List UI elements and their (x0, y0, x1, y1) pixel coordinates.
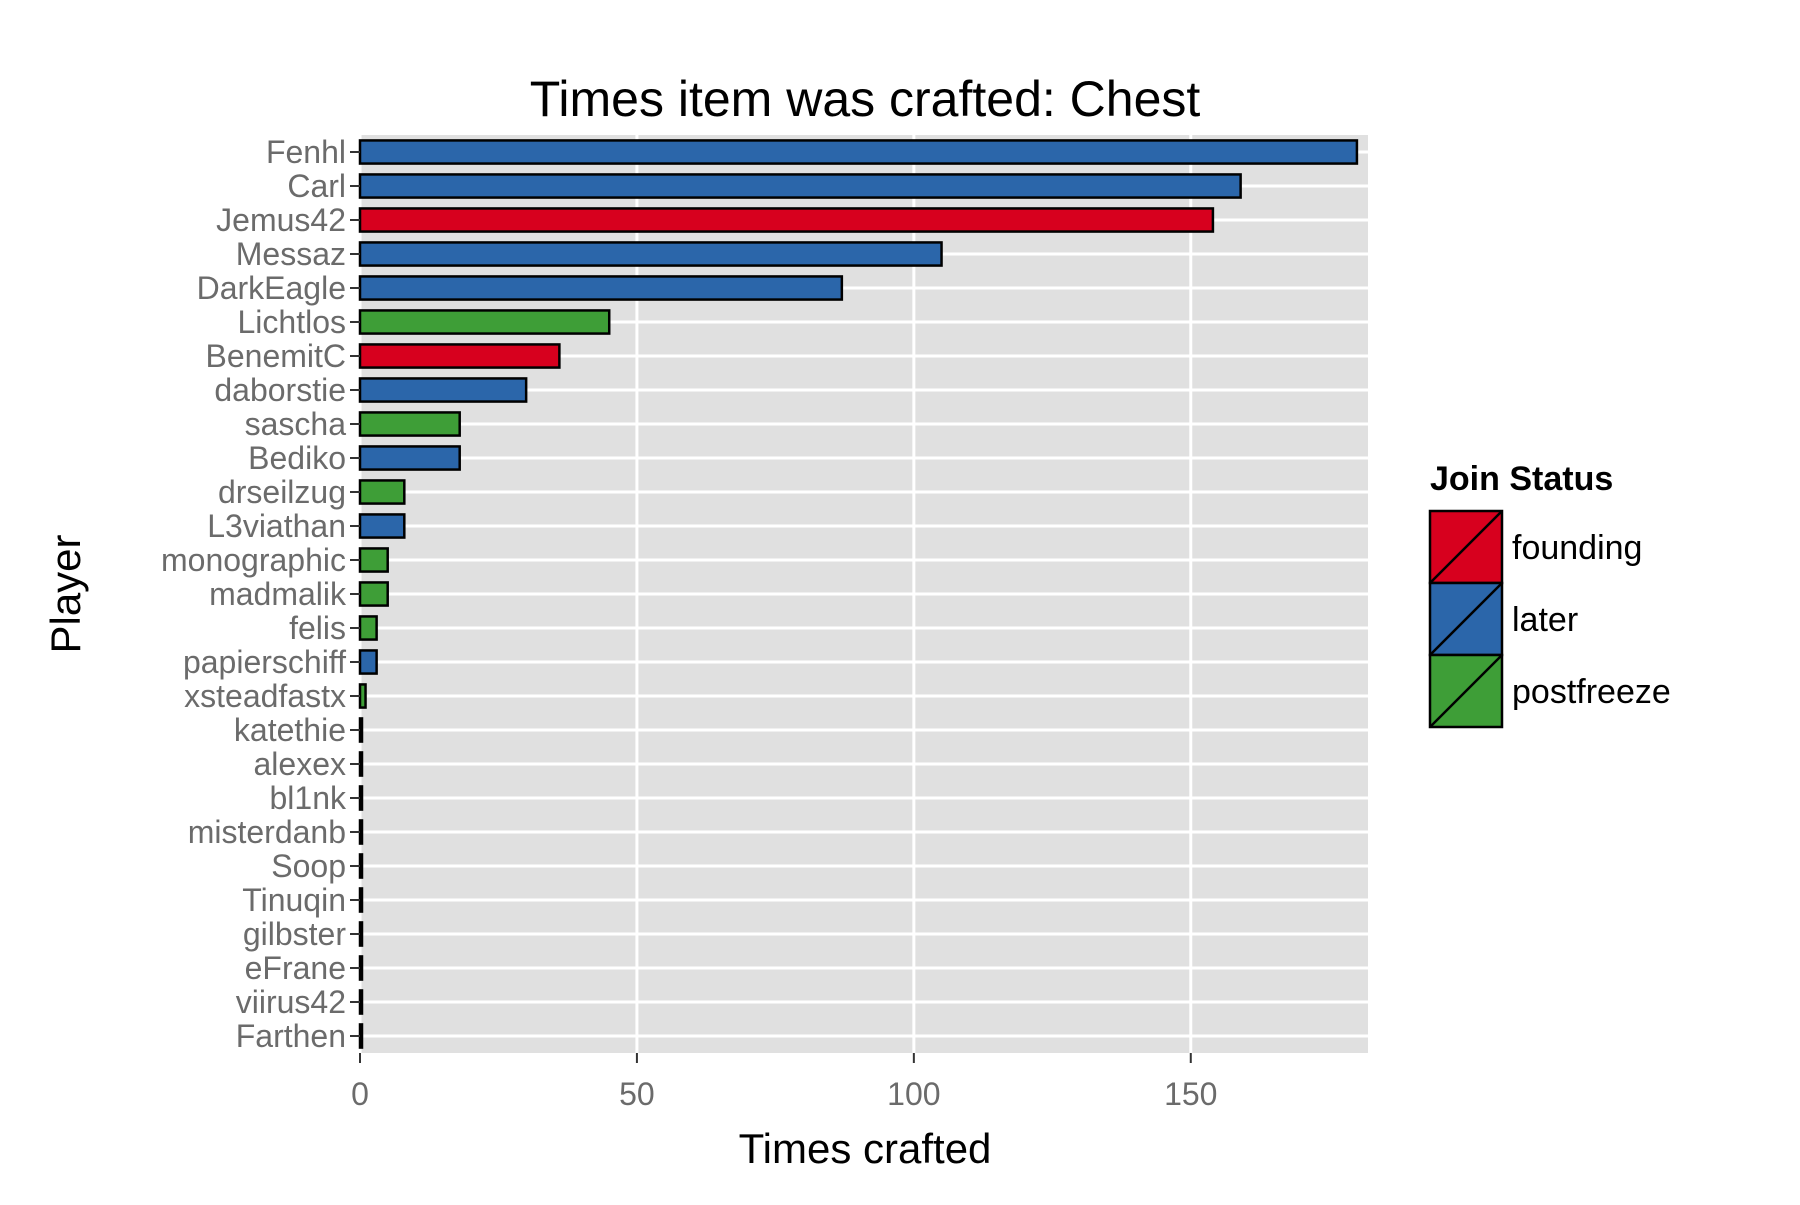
x-tick-label: 0 (351, 1076, 369, 1112)
y-tick-label: eFrane (245, 950, 346, 986)
bar (358, 921, 364, 947)
y-tick-label: monographic (161, 542, 346, 578)
y-tick-label: gilbster (243, 916, 347, 952)
x-tick-label: 100 (887, 1076, 940, 1112)
bar (358, 683, 367, 709)
y-tick-label: viirus42 (236, 984, 346, 1020)
y-tick-label: madmalik (209, 576, 347, 612)
y-tick-label: DarkEagle (197, 270, 346, 306)
bar (358, 275, 844, 301)
bar (358, 207, 1215, 233)
bar (358, 955, 364, 981)
y-tick-label: alexex (254, 746, 347, 782)
bar (358, 887, 364, 913)
bar (358, 173, 1242, 199)
x-tick-label: 50 (619, 1076, 655, 1112)
y-tick-label: Lichtlos (238, 304, 347, 340)
bar (358, 139, 1359, 165)
bar (358, 377, 528, 403)
bar (358, 445, 461, 471)
bar (358, 853, 364, 879)
legend-title: Join Status (1430, 460, 1613, 498)
bar (358, 513, 406, 539)
bar (358, 717, 364, 743)
y-tick-label: bl1nk (270, 780, 348, 816)
bar (358, 309, 611, 335)
bar (358, 649, 378, 675)
bar (358, 819, 364, 845)
y-tick-label: katethie (234, 712, 346, 748)
y-tick-label: Tinuqin (242, 882, 346, 918)
bar (358, 989, 364, 1015)
y-tick-label: misterdanb (188, 814, 346, 850)
y-tick-label: drseilzug (218, 474, 346, 510)
legend-key-slash (1429, 654, 1503, 728)
bar (358, 343, 561, 369)
y-tick-label: felis (289, 610, 346, 646)
x-axis: 0 50 100 150 (351, 1053, 1217, 1112)
y-tick-label: Soop (271, 848, 346, 884)
legend-label-later: later (1512, 601, 1578, 639)
bar (358, 411, 461, 437)
bar (358, 1023, 364, 1049)
y-tick-label: daborstie (214, 372, 346, 408)
bar (358, 581, 389, 607)
bar (358, 615, 378, 641)
y-tick-label: sascha (245, 406, 347, 442)
y-tick-label: Carl (287, 168, 346, 204)
legend-label-founding: founding (1512, 529, 1642, 567)
y-tick-label: Fenhl (266, 134, 346, 170)
y-tick-label: papierschiff (183, 644, 346, 680)
y-tick-label: Bediko (248, 440, 346, 476)
y-tick-label: L3viathan (207, 508, 346, 544)
bar (358, 785, 364, 811)
bar (358, 547, 389, 573)
y-axis: FenhlCarlJemus42MessazDarkEagleLichtlosB… (161, 134, 360, 1054)
y-axis-title: Player (42, 534, 89, 653)
legend: Join Status founding later postfreeze (1428, 460, 1671, 729)
bar (358, 479, 406, 505)
legend-key-slash (1429, 510, 1503, 584)
y-tick-label: BenemitC (206, 338, 347, 374)
legend-label-postfreeze: postfreeze (1512, 673, 1671, 711)
y-tick-label: Messaz (236, 236, 346, 272)
bar (358, 751, 364, 777)
chart-title: Times item was crafted: Chest (530, 71, 1201, 127)
x-tick-label: 150 (1164, 1076, 1217, 1112)
y-tick-label: Jemus42 (216, 202, 346, 238)
bar (358, 241, 943, 267)
y-tick-label: Farthen (236, 1018, 346, 1054)
legend-key-slash (1429, 582, 1503, 656)
y-tick-label: xsteadfastx (184, 678, 346, 714)
x-axis-title: Times crafted (739, 1125, 992, 1172)
